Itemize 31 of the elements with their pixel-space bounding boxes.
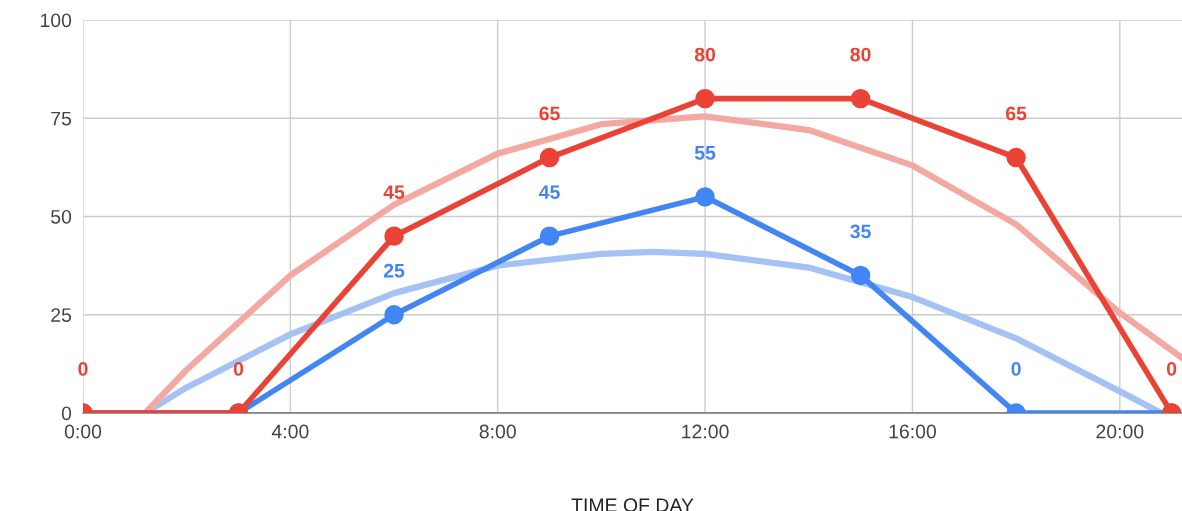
data-label: 25 [383,263,405,278]
point [1006,147,1026,168]
point [539,147,560,168]
x-tick-label: 0:00 [64,424,102,439]
data-label: 55 [694,146,716,160]
y-tick-label: 25 [51,308,72,322]
point [539,226,560,246]
data-label: 35 [850,224,871,239]
x-tick-label: 12:00 [682,424,729,439]
data-label: 45 [539,185,560,199]
data-label: 0 [1011,362,1021,376]
y-tick-label: 75 [51,111,72,126]
point [384,226,404,246]
y-tick-label: 0 [61,406,72,421]
y-tick-label: 50 [51,209,72,224]
data-label: 0 [233,362,244,376]
data-label: 80 [850,47,871,62]
x-tick-label: 8:00 [479,424,516,439]
y-tick-label: 100 [40,13,72,28]
x-tick-label: 16:00 [889,424,937,439]
data-label: 80 [694,47,716,62]
x-tick-label: 4:00 [271,424,309,439]
data-label: 65 [1006,106,1027,121]
x-tick-label: 20:00 [1096,424,1144,439]
data-label: 45 [383,185,405,199]
point [695,88,715,109]
data-label: 0 [1166,362,1177,376]
data-label: 65 [539,106,560,121]
point [850,88,871,109]
data-label: 0 [78,362,88,376]
point [695,187,715,207]
